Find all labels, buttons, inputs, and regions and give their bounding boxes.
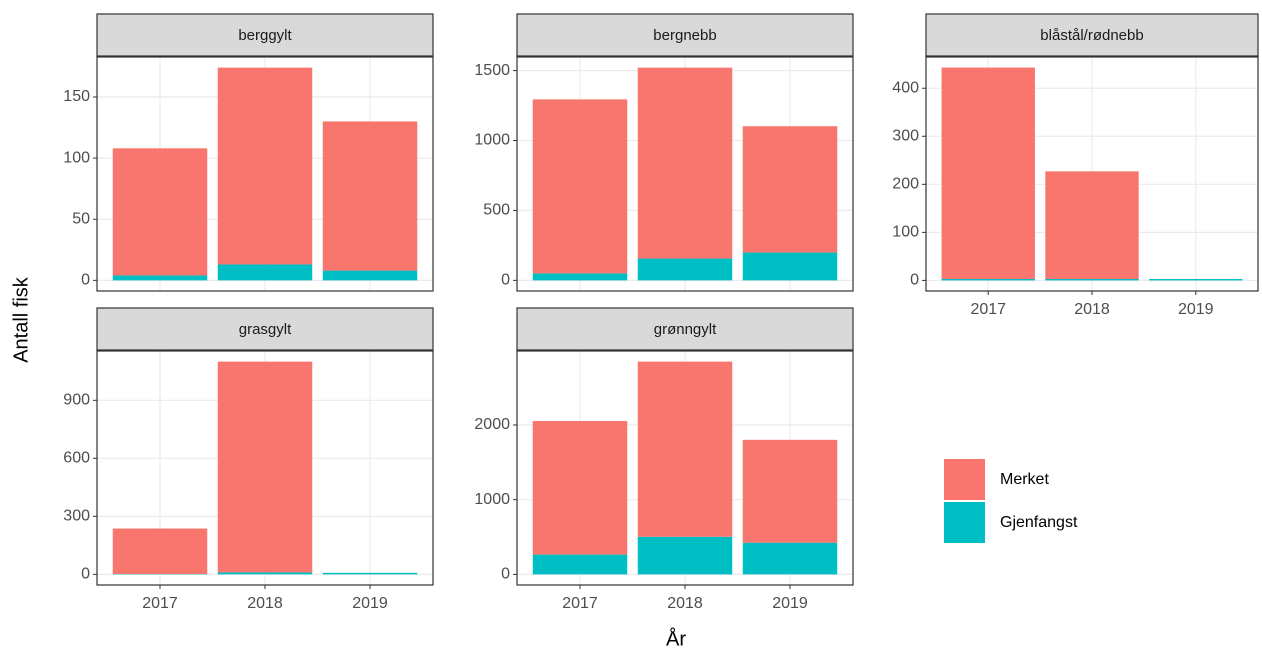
panel-border	[96, 350, 434, 586]
legend-swatch	[944, 459, 985, 500]
legend-label: Merket	[1000, 471, 1049, 488]
x-tick-label: 2019	[772, 595, 808, 612]
y-tick-label: 200	[892, 176, 919, 193]
bar	[637, 536, 733, 575]
x-tick-label: 2018	[247, 595, 283, 612]
y-tick-label: 0	[501, 566, 510, 583]
strip-title: blåstål/rødnebb	[1040, 27, 1143, 44]
x-tick-label: 2019	[1178, 301, 1214, 318]
bar	[1045, 171, 1139, 279]
y-tick-label: 100	[892, 224, 919, 241]
strip	[516, 13, 854, 57]
y-tick-label: 900	[63, 392, 90, 409]
bar	[217, 67, 313, 265]
bar	[941, 67, 1035, 279]
bar	[742, 126, 838, 253]
bar	[217, 264, 313, 281]
x-tick-label: 2017	[142, 595, 178, 612]
bar	[532, 421, 628, 555]
x-tick-label: 2017	[970, 301, 1006, 318]
y-tick-label: 1500	[474, 62, 510, 79]
strip-title: grønngylt	[654, 321, 717, 338]
bar	[1045, 278, 1139, 281]
strip	[516, 307, 854, 351]
bar	[322, 121, 418, 271]
y-tick-label: 0	[81, 566, 90, 583]
bar	[112, 275, 208, 281]
y-tick-label: 400	[892, 79, 919, 96]
bar	[532, 554, 628, 575]
legend-swatch	[944, 502, 985, 543]
legend-label: Gjenfangst	[1000, 514, 1078, 531]
strip-title: bergnebb	[653, 27, 716, 44]
bar	[112, 528, 208, 574]
bar	[322, 270, 418, 281]
panel-border	[925, 56, 1259, 292]
y-tick-label: 600	[63, 450, 90, 467]
bar	[637, 361, 733, 537]
y-tick-label: 2000	[474, 416, 510, 433]
x-tick-label: 2018	[1074, 301, 1110, 318]
panel-border	[96, 56, 434, 292]
bar	[322, 572, 418, 575]
strip-title: grasgylt	[239, 321, 292, 338]
bar	[532, 99, 628, 274]
bar	[742, 252, 838, 281]
y-tick-label: 150	[63, 88, 90, 105]
y-tick-label: 0	[501, 272, 510, 289]
panel-border	[516, 350, 854, 586]
y-tick-label: 0	[910, 272, 919, 289]
x-tick-label: 2017	[562, 595, 598, 612]
bar	[1149, 278, 1243, 281]
bar	[532, 273, 628, 281]
bar	[941, 278, 1035, 281]
bar	[742, 542, 838, 575]
y-axis-title: Antall fisk	[10, 276, 32, 363]
strip	[925, 13, 1259, 57]
y-tick-label: 300	[63, 508, 90, 525]
y-tick-label: 50	[72, 210, 90, 227]
bar	[112, 148, 208, 276]
y-tick-label: 500	[483, 202, 510, 219]
strip	[96, 13, 434, 57]
strip	[96, 307, 434, 351]
bar	[742, 439, 838, 543]
bar	[637, 258, 733, 281]
x-tick-label: 2018	[667, 595, 703, 612]
y-tick-label: 1000	[474, 491, 510, 508]
panel-border	[516, 56, 854, 292]
bar	[217, 572, 313, 575]
y-tick-label: 100	[63, 149, 90, 166]
y-tick-label: 300	[892, 128, 919, 145]
bar	[217, 361, 313, 573]
y-tick-label: 0	[81, 272, 90, 289]
bar	[637, 67, 733, 259]
strip-title: berggylt	[238, 27, 292, 44]
x-axis-title: År	[666, 627, 686, 650]
x-tick-label: 2019	[352, 595, 388, 612]
y-tick-label: 1000	[474, 132, 510, 149]
